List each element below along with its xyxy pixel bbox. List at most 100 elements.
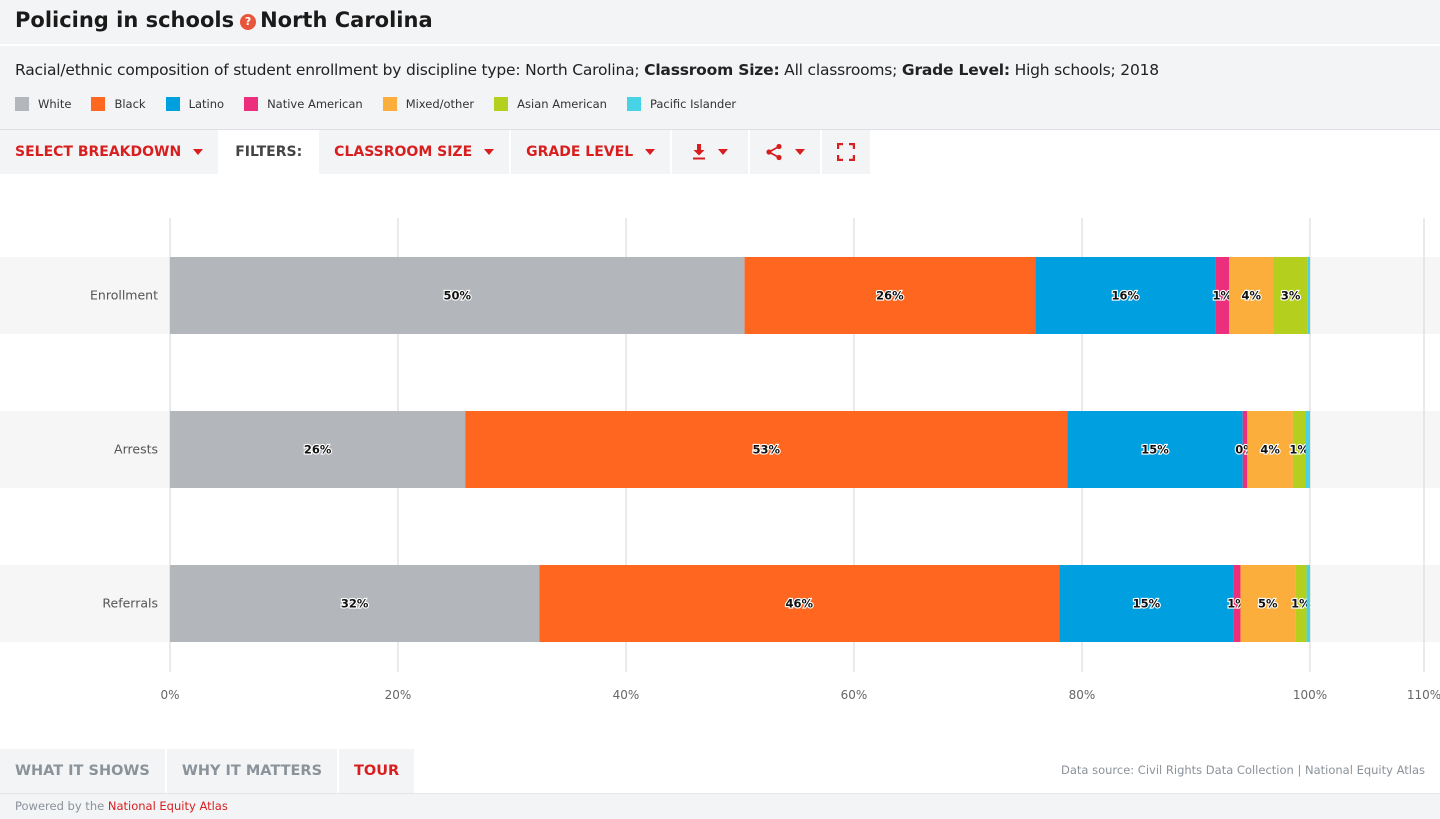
legend-label: Asian American bbox=[517, 97, 607, 111]
category-label-enrollment: Enrollment bbox=[90, 288, 158, 303]
bar-segment-referrals-pacific-islander bbox=[1306, 565, 1310, 642]
data-label: 16% bbox=[1112, 289, 1140, 303]
bar-segment-referrals-latino bbox=[1059, 565, 1234, 642]
classroom-size-label: CLASSROOM SIZE bbox=[334, 144, 473, 160]
subtitle-grade-level-label: Grade Level: bbox=[901, 61, 1010, 79]
legend-item-latino[interactable]: Latino bbox=[165, 97, 224, 111]
legend-item-black[interactable]: Black bbox=[91, 97, 146, 111]
subtitle-classroom-size-value: All classrooms; bbox=[784, 61, 898, 79]
data-source: Data source: Civil Rights Data Collectio… bbox=[1060, 763, 1425, 777]
legend-swatch bbox=[91, 97, 106, 111]
legend-item-asian-american[interactable]: Asian American bbox=[494, 97, 607, 111]
fullscreen-button[interactable] bbox=[822, 130, 871, 174]
data-label: 4% bbox=[1242, 289, 1262, 303]
data-label: 3% bbox=[1281, 289, 1301, 303]
chevron-down-icon bbox=[718, 149, 729, 155]
legend-swatch bbox=[165, 97, 180, 111]
download-button[interactable] bbox=[672, 130, 749, 174]
chevron-down-icon bbox=[484, 149, 495, 155]
bar-segment-enrollment-native-american bbox=[1215, 257, 1230, 334]
legend-item-white[interactable]: White bbox=[15, 97, 71, 111]
bar-segment-referrals-mixed-other bbox=[1240, 565, 1296, 642]
bar-segment-referrals-asian-american bbox=[1295, 565, 1307, 642]
bar-segment-enrollment-latino bbox=[1035, 257, 1216, 334]
legend-swatch bbox=[244, 97, 259, 111]
data-label: 4% bbox=[1260, 443, 1280, 457]
toolbar: SELECT BREAKDOWN FILTERS: CLASSROOM SIZE… bbox=[0, 130, 872, 174]
x-tick-label: 60% bbox=[841, 688, 868, 702]
select-breakdown-button[interactable]: SELECT BREAKDOWN bbox=[0, 130, 219, 174]
share-button[interactable] bbox=[750, 130, 821, 174]
tab-tour[interactable]: TOUR bbox=[339, 749, 415, 793]
help-icon[interactable]: ? bbox=[240, 14, 257, 30]
header: Policing in schools? North Carolina bbox=[0, 0, 1440, 44]
data-label: 26% bbox=[304, 443, 332, 457]
bar-segment-arrests-latino bbox=[1067, 411, 1243, 488]
legend-swatch bbox=[382, 97, 397, 111]
legend-label: Pacific Islander bbox=[649, 97, 737, 111]
chart-description-panel: Racial/ethnic composition of student enr… bbox=[0, 46, 1440, 130]
legend-item-pacific-islander[interactable]: Pacific Islander bbox=[626, 97, 737, 111]
page-title: Policing in schools? North Carolina bbox=[15, 8, 433, 32]
x-tick-label: 20% bbox=[385, 688, 412, 702]
bar-segment-referrals-native-american bbox=[1233, 565, 1241, 642]
filters-label: FILTERS: bbox=[220, 130, 318, 174]
bar-segment-arrests-pacific-islander bbox=[1305, 411, 1310, 488]
legend-item-mixed-other[interactable]: Mixed/other bbox=[382, 97, 475, 111]
legend-swatch bbox=[626, 97, 641, 111]
bar-segment-enrollment-asian-american bbox=[1273, 257, 1308, 334]
category-label-referrals: Referrals bbox=[102, 596, 158, 611]
bar-segment-enrollment-white bbox=[170, 257, 745, 334]
data-label: 50% bbox=[444, 289, 472, 303]
legend-label: Black bbox=[114, 97, 146, 111]
legend-label: White bbox=[38, 97, 72, 111]
bar-segment-referrals-black bbox=[539, 565, 1060, 642]
legend-label: Native American bbox=[267, 97, 363, 111]
stacked-bar-chart: 0% 20% 40% 60% 80% 100% 110% Enrollment 50% 26% 16… bbox=[0, 218, 1440, 702]
data-label: 1% bbox=[1289, 443, 1309, 457]
category-label-arrests: Arrests bbox=[114, 442, 158, 457]
chevron-down-icon bbox=[645, 149, 656, 155]
x-tick-label: 0% bbox=[160, 688, 179, 702]
download-icon bbox=[693, 144, 706, 160]
title-main: Policing in schools bbox=[15, 8, 235, 32]
fullscreen-icon bbox=[837, 143, 856, 161]
data-label: 15% bbox=[1141, 443, 1169, 457]
legend-swatch bbox=[15, 97, 29, 111]
share-icon bbox=[766, 143, 782, 161]
data-label: 46% bbox=[786, 597, 814, 611]
subtitle-lead: Racial/ethnic composition of student enr… bbox=[15, 61, 640, 79]
legend-item-native-american[interactable]: Native American bbox=[244, 97, 363, 111]
footer: Powered by the National Equity Atlas bbox=[0, 793, 1440, 819]
legend-swatch bbox=[494, 97, 509, 111]
tab-what-it-shows[interactable]: WHAT IT SHOWS bbox=[0, 749, 165, 793]
data-label: 26% bbox=[876, 289, 904, 303]
subtitle-grade-level-value: High schools; 2018 bbox=[1014, 61, 1160, 79]
bar-segment-enrollment-mixed-other bbox=[1229, 257, 1274, 334]
legend-label: Mixed/other bbox=[405, 97, 475, 111]
powered-by: Powered by the National Equity Atlas bbox=[15, 799, 228, 813]
chevron-down-icon bbox=[795, 149, 806, 155]
bar-segment-arrests-native-american bbox=[1242, 411, 1248, 488]
x-tick-label: 100% bbox=[1293, 688, 1327, 702]
info-tabs: WHAT IT SHOWS WHY IT MATTERS TOUR bbox=[0, 749, 416, 793]
bar-segment-arrests-black bbox=[465, 411, 1068, 488]
x-tick-label: 110% bbox=[1407, 688, 1440, 702]
national-equity-atlas-link[interactable]: National Equity Atlas bbox=[107, 799, 228, 813]
grade-level-dropdown[interactable]: GRADE LEVEL bbox=[511, 130, 671, 174]
bar-segment-enrollment-black bbox=[744, 257, 1036, 334]
subtitle-classroom-size-label: Classroom Size: bbox=[644, 61, 780, 79]
tab-why-it-matters[interactable]: WHY IT MATTERS bbox=[166, 749, 338, 793]
classroom-size-dropdown[interactable]: CLASSROOM SIZE bbox=[319, 130, 510, 174]
title-place: North Carolina bbox=[260, 8, 433, 32]
x-tick-label: 80% bbox=[1069, 688, 1096, 702]
powered-by-text: Powered by the bbox=[15, 799, 105, 813]
chart-subtitle: Racial/ethnic composition of student enr… bbox=[15, 61, 1159, 79]
data-label: 32% bbox=[341, 597, 369, 611]
bar-segment-arrests-white bbox=[170, 411, 466, 488]
data-label: 53% bbox=[752, 443, 780, 457]
x-tick-label: 40% bbox=[613, 688, 640, 702]
grade-level-label: GRADE LEVEL bbox=[526, 144, 634, 160]
bar-segment-arrests-asian-american bbox=[1292, 411, 1306, 488]
bar-segment-arrests-mixed-other bbox=[1247, 411, 1293, 488]
